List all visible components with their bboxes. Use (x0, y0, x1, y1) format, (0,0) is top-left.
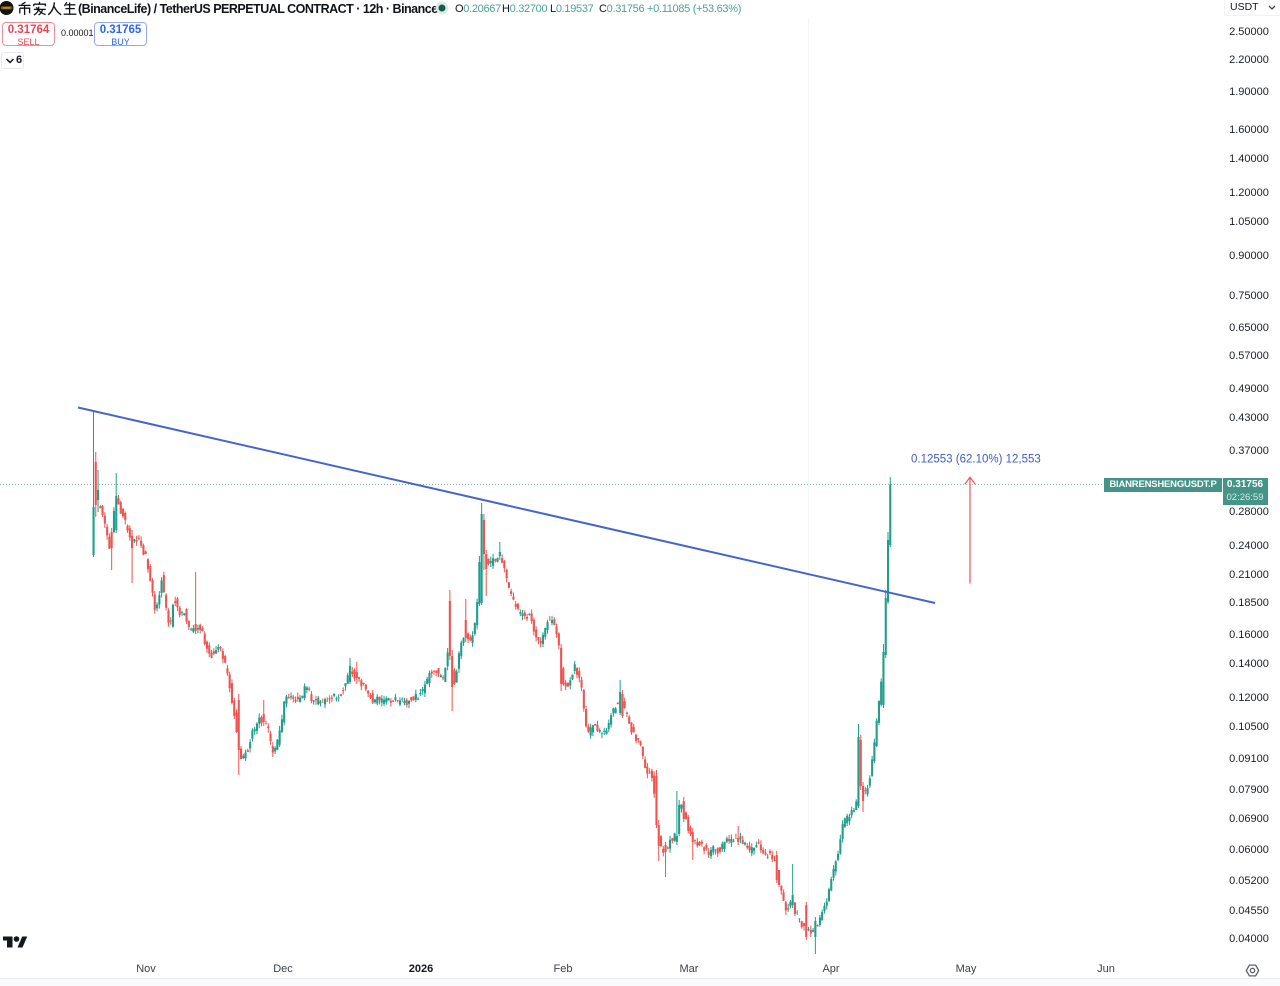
svg-text:0.12553 (62.10%) 12,553: 0.12553 (62.10%) 12,553 (911, 454, 1041, 466)
